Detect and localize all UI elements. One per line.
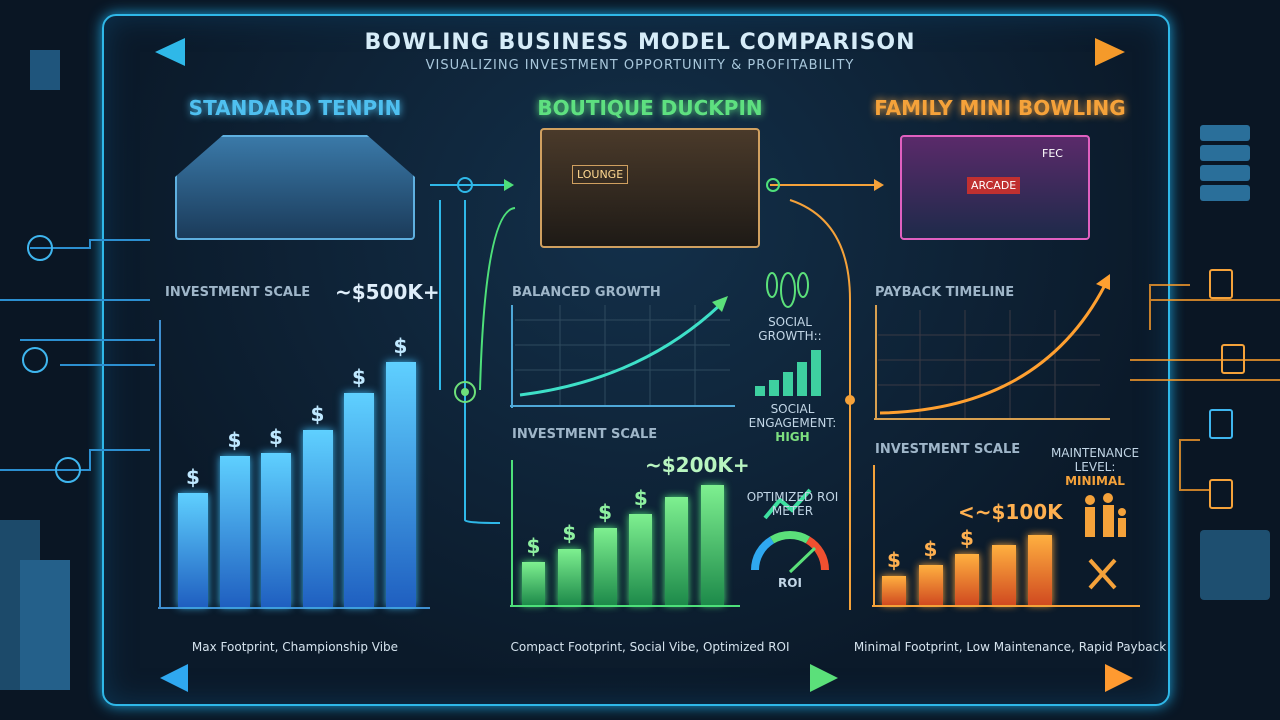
mini-footer: Minimal Footprint, Low Maintenance, Rapi…: [853, 640, 1167, 654]
page-subtitle: VISUALIZING INVESTMENT OPPORTUNITY & PRO…: [425, 58, 855, 73]
fec-sign: FEC: [1042, 147, 1063, 160]
investment-bar: [665, 497, 689, 605]
balanced-growth-chart: [510, 296, 735, 408]
duckpin-building-image: LOUNGE: [540, 128, 760, 248]
social-engagement-value: HIGH: [775, 430, 810, 444]
dollar-icon: $: [526, 533, 541, 558]
duckpin-value-label: ~$200K+: [645, 453, 750, 477]
payback-timeline-chart: [874, 274, 1110, 420]
payback-timeline-label: PAYBACK TIMELINE: [875, 285, 1015, 300]
mini-chart-axes: [872, 465, 1140, 607]
investment-bar: [302, 430, 333, 607]
balanced-growth-label: BALANCED GROWTH: [512, 285, 661, 300]
investment-bar: [557, 548, 581, 605]
duckpin-chart-axes: [510, 460, 740, 607]
document-icons: [1209, 269, 1245, 509]
roi-label: ROI: [778, 576, 802, 590]
investment-bar: [344, 393, 374, 607]
duckpin-footer: Compact Footprint, Social Vibe, Optimize…: [510, 640, 790, 654]
dollar-icon: $: [598, 500, 613, 525]
investment-bar: [219, 455, 250, 607]
tenpin-chart-label: INVESTMENT SCALE: [165, 285, 311, 300]
investment-bar: [1028, 535, 1052, 605]
investment-bar: [701, 485, 724, 605]
investment-bar: [522, 561, 545, 605]
social-growth-bars-icon: [755, 350, 821, 396]
tenpin-value-label: ~$500K+: [335, 280, 440, 304]
money-bag-icon: $: [352, 365, 366, 390]
user-node-icon: [55, 457, 81, 483]
mini-building-image: ARCADE FEC: [900, 135, 1090, 240]
dollar-icon: $: [887, 548, 901, 573]
tenpin-footer: Max Footprint, Championship Vibe: [191, 640, 399, 654]
bottom-arrow-left: [160, 664, 838, 692]
dollar-icon: $: [562, 520, 577, 545]
dollar-icon: $: [923, 537, 938, 562]
money-bag-icon: $: [310, 402, 325, 427]
maintenance-label: MAINTENANCE LEVEL:: [1050, 446, 1140, 474]
roi-gauge-icon: [751, 531, 829, 574]
investment-bar: [882, 576, 906, 605]
social-engagement-label: SOCIAL ENGAGEMENT:: [748, 402, 837, 430]
investment-bar: [178, 493, 208, 607]
investment-bar: [991, 544, 1016, 605]
top-arrow: [155, 38, 1125, 66]
tenpin-chart-axes: [158, 320, 430, 609]
investment-bar: [955, 553, 979, 605]
bowling-pins-icon: [766, 272, 809, 308]
network-node-icon: [22, 347, 48, 373]
mini-title: FAMILY MINI BOWLING: [874, 96, 1126, 120]
investment-bar: [385, 361, 416, 607]
tenpin-building-image: [175, 135, 415, 240]
dollar-icon: $: [633, 485, 648, 510]
tenpin-title: STANDARD TENPIN: [188, 96, 402, 120]
city-building-icon: [0, 50, 70, 690]
money-bag-icon: $: [227, 427, 242, 452]
investment-bar: [629, 513, 653, 605]
duckpin-chart-label: INVESTMENT SCALE: [512, 427, 658, 442]
bottom-arrow-right: [858, 664, 1133, 692]
investment-bar: [593, 528, 617, 605]
dollar-icon: $: [960, 525, 974, 550]
trend-up-icon: [763, 488, 812, 520]
social-growth-label: SOCIAL GROWTH::: [758, 315, 822, 343]
page-title: BOWLING BUSINESS MODEL COMPARISON: [364, 30, 916, 55]
investment-bar: [918, 565, 943, 605]
lounge-sign: LOUNGE: [572, 165, 629, 184]
mini-chart-label: INVESTMENT SCALE: [875, 442, 1021, 457]
flow-connectors: [0, 177, 1280, 610]
server-stack-icon: [1200, 125, 1270, 600]
circle-node-icon: [27, 235, 53, 261]
maintenance-value: MINIMAL: [1065, 474, 1125, 488]
mini-value-label: <~$100K: [958, 500, 1063, 524]
arcade-sign: ARCADE: [967, 177, 1021, 194]
duckpin-title: BOUTIQUE DUCKPIN: [537, 96, 763, 120]
tools-icon: [1088, 558, 1117, 590]
money-bag-icon: $: [393, 333, 408, 358]
family-icon: [1085, 493, 1126, 537]
money-bag-icon: $: [186, 465, 200, 489]
roi-meter-label: OPTIMIZED ROI METER: [746, 490, 839, 518]
money-bag-icon: $: [269, 425, 283, 450]
investment-bar: [261, 453, 291, 607]
